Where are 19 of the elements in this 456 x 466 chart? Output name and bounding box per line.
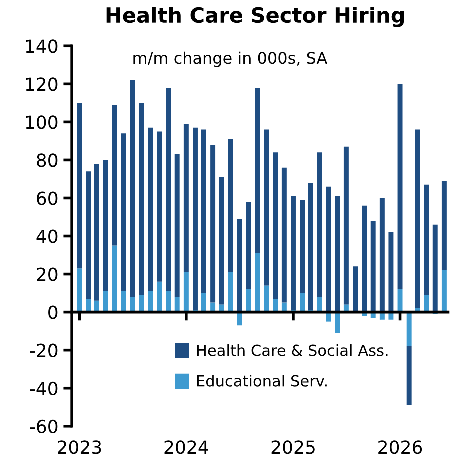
legend-label: Health Care & Social Ass.	[197, 344, 388, 356]
y-tick-label: 40	[36, 230, 58, 244]
y-tick-label: 60	[37, 192, 58, 206]
x-tick-label: 2023	[58, 440, 102, 454]
y-tick-label: -40	[30, 382, 58, 396]
y-tick-label: -20	[30, 344, 58, 358]
x-tick-label: 2025	[272, 440, 315, 454]
y-tick-label: -60	[30, 420, 58, 434]
y-tick-label: 140	[26, 40, 58, 54]
y-tick-label: 80	[37, 154, 58, 168]
y-tick-label: 100	[26, 116, 58, 130]
chart-subtitle: m/m change in 000s, SA	[134, 52, 328, 68]
y-tick-label: 120	[26, 78, 58, 92]
chart-title: Health Care Sector Hiring	[106, 6, 404, 28]
x-tick-label: 2024	[164, 440, 208, 454]
y-tick-label: 0	[48, 306, 58, 320]
legend-label: Educational Serv.	[197, 375, 327, 387]
x-tick-label: 2026	[378, 440, 422, 454]
y-tick-label: 20	[37, 268, 58, 282]
